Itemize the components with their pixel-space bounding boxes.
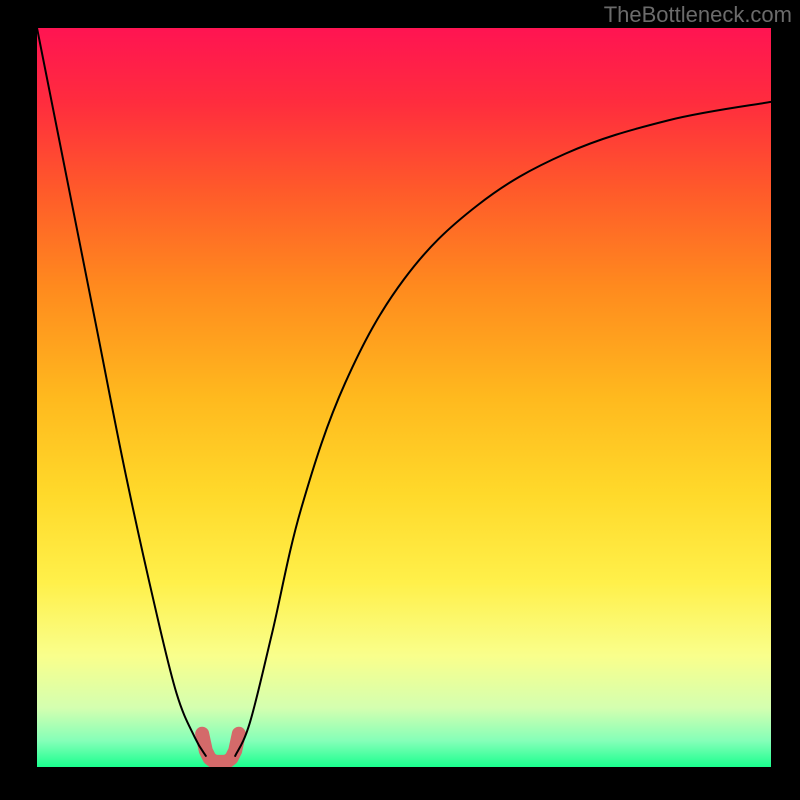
- watermark-text: TheBottleneck.com: [604, 2, 792, 28]
- chart-container: TheBottleneck.com: [0, 0, 800, 800]
- gradient-background: [37, 28, 771, 767]
- bottleneck-curve-chart: [0, 0, 800, 800]
